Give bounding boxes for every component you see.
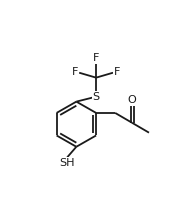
Text: S: S [92, 92, 100, 102]
Text: F: F [93, 53, 99, 63]
Text: SH: SH [60, 158, 75, 168]
Text: F: F [114, 67, 120, 77]
Text: F: F [72, 67, 78, 77]
Text: O: O [128, 95, 136, 105]
